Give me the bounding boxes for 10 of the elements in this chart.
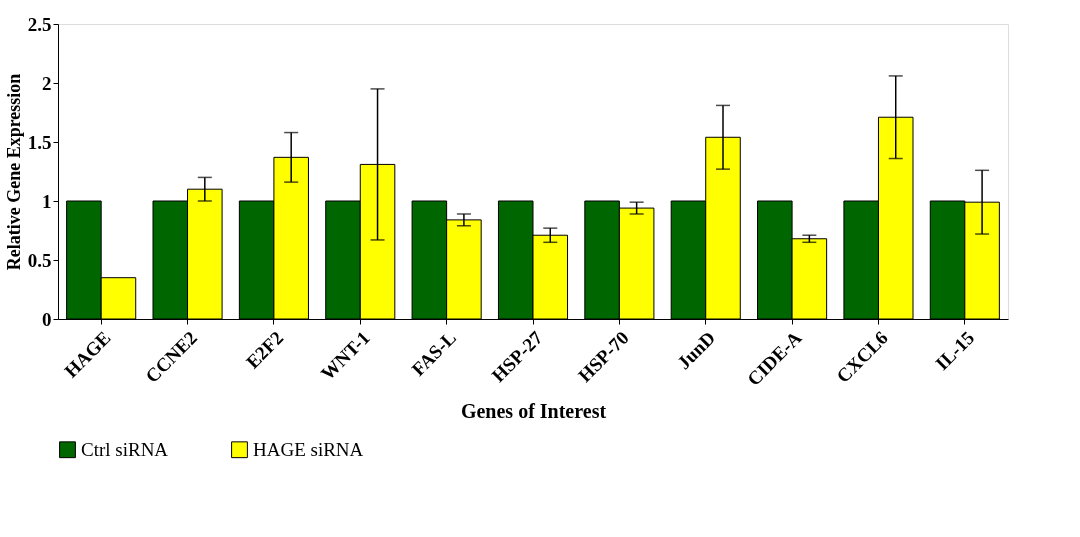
legend-label: Ctrl siRNA xyxy=(81,438,169,460)
legend-label: HAGE siRNA xyxy=(253,438,364,460)
x-axis-title: Genes of Interest xyxy=(460,399,607,422)
y-tick-label: 2.5 xyxy=(27,13,52,35)
y-tick-label: 1.5 xyxy=(27,131,52,153)
y-tick-label: 1 xyxy=(42,190,52,212)
y-tick-label: 2 xyxy=(42,72,52,94)
y-axis-title: Relative Gene Expression xyxy=(3,73,24,271)
y-tick-label: 0.5 xyxy=(27,249,52,271)
y-tick-label: 0 xyxy=(42,308,52,330)
